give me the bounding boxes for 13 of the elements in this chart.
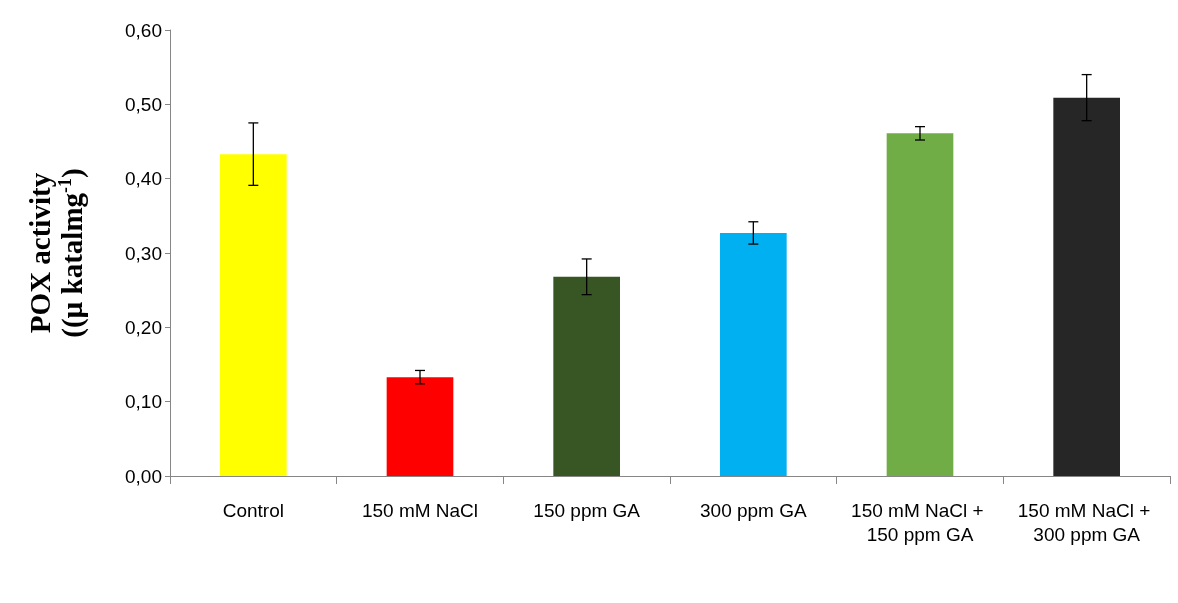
y-tick-label: 0,60 bbox=[125, 19, 162, 41]
x-tick-label: 150 mM NaCl bbox=[361, 499, 479, 521]
x-tick-label: 150 mM NaCl + 300 ppm GA bbox=[1017, 499, 1156, 545]
x-tick-label: 150 mM NaCl + 150 ppm GA bbox=[851, 499, 989, 545]
y-tick-label: 0,40 bbox=[125, 168, 162, 190]
y-tick-label: 0,50 bbox=[125, 93, 162, 115]
y-tick-label: 0,10 bbox=[125, 391, 162, 413]
y-tick-label: 0,20 bbox=[125, 316, 162, 338]
x-tick-label: 150 ppm GA bbox=[533, 499, 641, 521]
y-tick-label: 0,30 bbox=[125, 242, 162, 264]
x-tick-label: Control bbox=[222, 499, 284, 521]
x-tick-label: 300 ppm GA bbox=[700, 499, 807, 521]
y-tick-label: 0,00 bbox=[125, 465, 162, 487]
